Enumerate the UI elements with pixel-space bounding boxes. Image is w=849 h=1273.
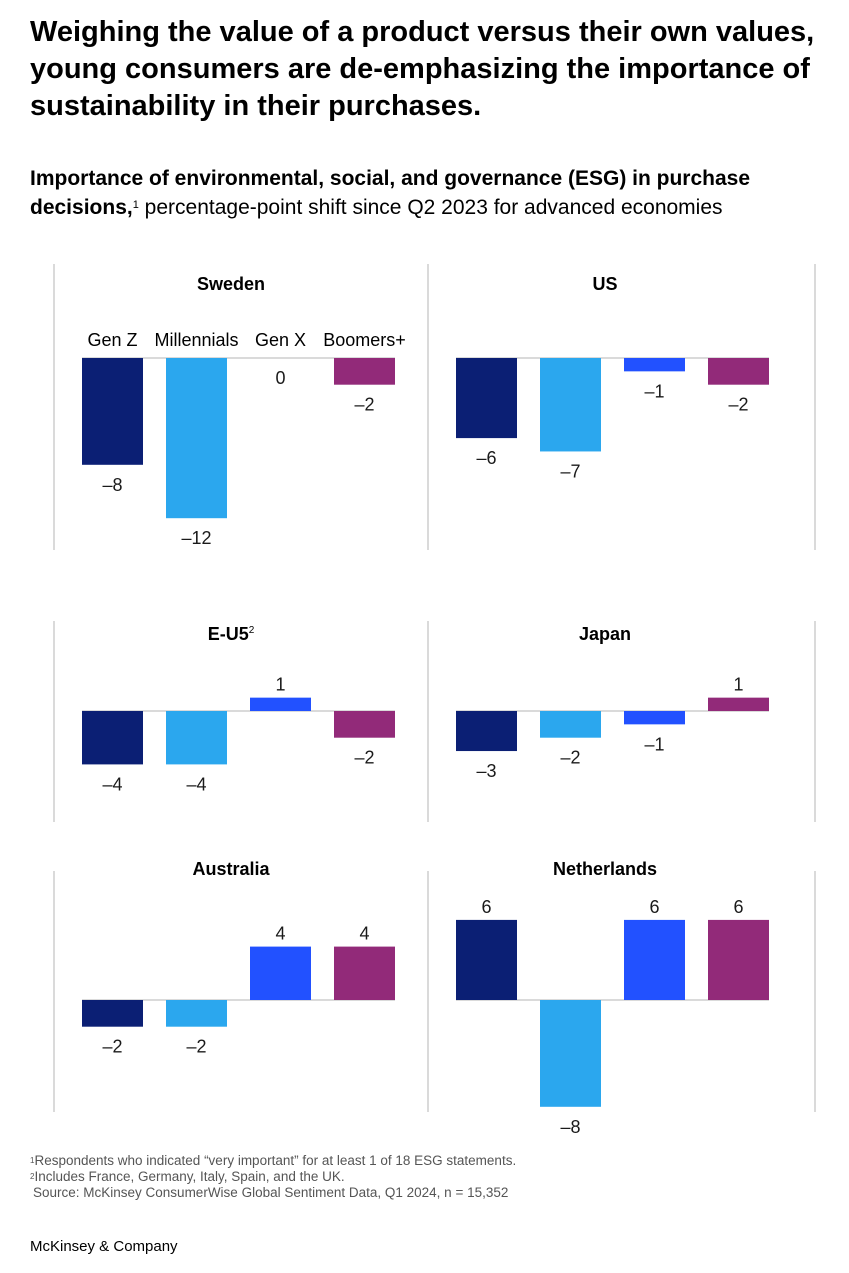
value-label: –2 xyxy=(102,1037,122,1057)
subtitle-bold: Importance of environmental, social, and… xyxy=(30,167,751,219)
bar-japan-gen-x xyxy=(624,711,685,725)
panel-title-footnote-marker: 2 xyxy=(249,625,255,636)
value-label: –8 xyxy=(102,475,122,495)
value-label: –7 xyxy=(560,461,580,481)
panel-title-australia: Australia xyxy=(192,859,270,879)
bar-australia-gen-z xyxy=(82,1000,143,1027)
chart-subtitle: Importance of environmental, social, and… xyxy=(30,164,830,222)
bar-sweden-gen-z xyxy=(82,358,143,465)
bar-e-u5-millennials xyxy=(166,711,227,765)
value-label: –8 xyxy=(560,1117,580,1137)
panel-title-us: US xyxy=(592,274,617,294)
value-label: 4 xyxy=(359,924,369,944)
bar-netherlands-gen-z xyxy=(456,919,517,1000)
value-label: –2 xyxy=(560,748,580,768)
value-label: –1 xyxy=(644,734,664,754)
value-label: –12 xyxy=(181,528,211,548)
value-label: –2 xyxy=(354,748,374,768)
category-label: Gen Z xyxy=(87,330,137,350)
bar-us-boomers- xyxy=(708,358,769,385)
footnote-2: 2Includes France, Germany, Italy, Spain,… xyxy=(30,1169,830,1185)
page-headline: Weighing the value of a product versus t… xyxy=(30,16,815,122)
panel-title-netherlands: Netherlands xyxy=(553,859,657,879)
bar-japan-millennials xyxy=(540,711,601,738)
bar-sweden-boomers- xyxy=(334,358,395,385)
value-label: 1 xyxy=(275,675,285,695)
value-label: –6 xyxy=(476,448,496,468)
bar-e-u5-boomers- xyxy=(334,711,395,738)
category-label: Boomers+ xyxy=(323,330,406,350)
bar-netherlands-millennials xyxy=(540,1000,601,1107)
bar-sweden-millennials xyxy=(166,358,227,519)
footnote-1-text: Respondents who indicated “very importan… xyxy=(34,1153,517,1168)
category-label: Millennials xyxy=(154,330,238,350)
brand-logo-text: McKinsey & Company xyxy=(30,1238,178,1255)
footnote-2-text: Includes France, Germany, Italy, Spain, … xyxy=(34,1169,345,1184)
value-label: –2 xyxy=(186,1037,206,1057)
footnote-2-marker: 2 xyxy=(30,1172,35,1181)
bar-us-millennials xyxy=(540,358,601,452)
bar-e-u5-gen-x xyxy=(250,697,311,711)
value-label: –3 xyxy=(476,761,496,781)
source-note: Source: McKinsey ConsumerWise Global Sen… xyxy=(33,1185,509,1200)
footnote-1: 1Respondents who indicated “very importa… xyxy=(30,1153,830,1169)
bar-australia-boomers- xyxy=(334,946,395,1000)
footnote-1-marker: 1 xyxy=(30,1156,35,1165)
bar-e-u5-gen-z xyxy=(82,711,143,765)
bar-australia-millennials xyxy=(166,1000,227,1027)
value-label: –2 xyxy=(354,395,374,415)
value-label: 0 xyxy=(275,368,285,388)
bar-netherlands-boomers- xyxy=(708,919,769,1000)
panel-title-e-u5: E-U52 xyxy=(208,624,255,644)
bar-us-gen-z xyxy=(456,358,517,439)
bar-australia-gen-x xyxy=(250,946,311,1000)
category-label: Gen X xyxy=(255,330,306,350)
bar-japan-gen-z xyxy=(456,711,517,752)
bar-japan-boomers- xyxy=(708,697,769,711)
value-label: –4 xyxy=(186,774,206,794)
panel-title-sweden: Sweden xyxy=(197,274,265,294)
value-label: 6 xyxy=(733,897,743,917)
value-label: 4 xyxy=(275,924,285,944)
bar-netherlands-gen-x xyxy=(624,919,685,1000)
footnotes: 1Respondents who indicated “very importa… xyxy=(30,1153,830,1201)
value-label: –1 xyxy=(644,381,664,401)
subtitle-rest: percentage-point shift since Q2 2023 for… xyxy=(138,196,723,219)
bar-us-gen-x xyxy=(624,358,685,372)
value-label: 1 xyxy=(733,675,743,695)
value-label: –2 xyxy=(728,395,748,415)
subtitle-footnote-marker: 1 xyxy=(132,199,139,211)
value-label: 6 xyxy=(649,897,659,917)
value-label: 6 xyxy=(481,897,491,917)
value-label: –4 xyxy=(102,774,122,794)
panel-title-japan: Japan xyxy=(579,624,631,644)
